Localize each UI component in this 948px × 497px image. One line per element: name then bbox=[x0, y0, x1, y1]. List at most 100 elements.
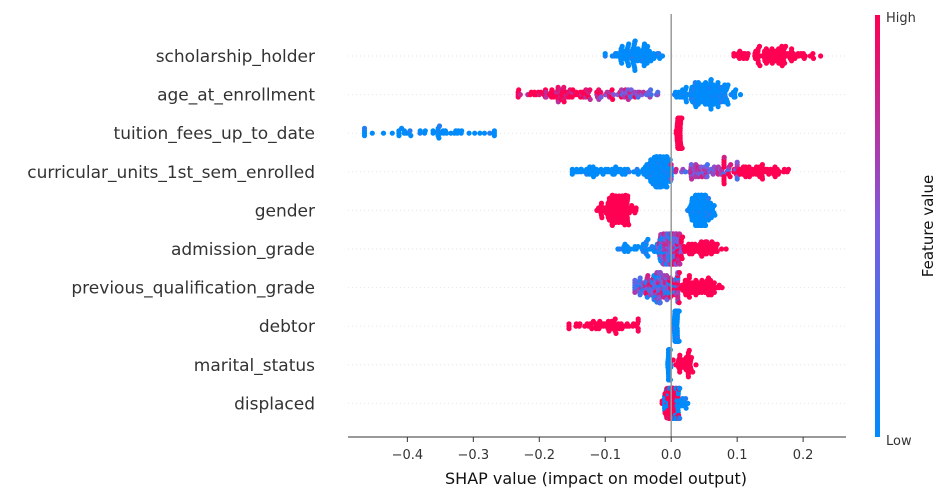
shap-dot bbox=[436, 123, 443, 129]
shap-dot bbox=[686, 273, 693, 279]
shap-dot bbox=[444, 130, 450, 136]
shap-dot bbox=[645, 253, 651, 259]
shap-dot bbox=[685, 400, 691, 406]
colorbar-low-label: Low bbox=[886, 434, 912, 449]
feature-label: curricular_units_1st_sem_enrolled bbox=[27, 163, 315, 183]
shap-dot bbox=[517, 92, 523, 98]
shap-dot bbox=[711, 203, 717, 209]
shap-dot bbox=[677, 352, 683, 358]
shap-dot bbox=[637, 275, 643, 281]
shap-dot bbox=[589, 326, 595, 332]
shap-dot bbox=[712, 212, 718, 218]
shap-dots-layer bbox=[361, 38, 824, 421]
shap-dot bbox=[487, 130, 493, 136]
shap-dot bbox=[756, 43, 763, 50]
feature-label: marital_status bbox=[194, 356, 315, 376]
shap-dot bbox=[646, 48, 653, 54]
shap-dot bbox=[626, 169, 632, 175]
shap-dot bbox=[417, 128, 423, 134]
x-tick-label: −0.2 bbox=[523, 448, 555, 463]
x-axis-ticks: −0.4 −0.3 −0.2 −0.1 0.0 0.1 0.2 bbox=[392, 437, 813, 463]
shap-dot bbox=[777, 169, 783, 175]
shap-dot bbox=[599, 215, 605, 221]
shap-dot bbox=[629, 205, 635, 211]
feature-label: previous_qualification_grade bbox=[71, 279, 315, 299]
shap-dot bbox=[422, 128, 428, 134]
shap-dot bbox=[782, 60, 788, 66]
feature-label: age_at_enrollment bbox=[157, 86, 315, 106]
shap-dot bbox=[725, 101, 731, 107]
colorbar-gradient bbox=[875, 15, 880, 437]
shap-dot bbox=[361, 125, 368, 131]
shap-dot bbox=[625, 63, 632, 69]
shap-dot bbox=[683, 99, 690, 105]
shap-dot bbox=[627, 246, 634, 252]
shap-dot bbox=[689, 176, 695, 182]
shap-dot bbox=[734, 176, 740, 182]
shap-dot bbox=[769, 46, 775, 52]
shap-dot bbox=[679, 256, 685, 262]
x-tick-label: −0.3 bbox=[458, 448, 490, 463]
shap-dot bbox=[610, 96, 616, 102]
shap-dot bbox=[481, 130, 488, 136]
shap-dot bbox=[587, 96, 593, 102]
shap-dot bbox=[430, 128, 436, 134]
shap-dot bbox=[676, 338, 682, 344]
colorbar-title: Feature value bbox=[919, 175, 937, 277]
shap-dot bbox=[785, 166, 792, 172]
shap-dot bbox=[657, 300, 663, 306]
shap-dot bbox=[719, 285, 725, 291]
shap-dot bbox=[708, 77, 714, 83]
shap-dot bbox=[587, 87, 593, 93]
x-tick-label: −0.4 bbox=[392, 448, 424, 463]
shap-dot bbox=[732, 94, 738, 100]
shap-dot bbox=[818, 53, 824, 59]
shap-dot bbox=[396, 133, 402, 139]
shap-dot bbox=[566, 326, 572, 332]
shap-dot bbox=[664, 273, 670, 279]
shap-dot bbox=[711, 280, 717, 286]
shap-dot bbox=[676, 270, 683, 276]
shap-dot bbox=[711, 101, 717, 107]
shap-dot bbox=[619, 43, 625, 50]
shap-dot bbox=[802, 53, 808, 59]
feature-label: displaced bbox=[234, 394, 315, 414]
shap-dot bbox=[702, 222, 709, 228]
shap-dot bbox=[737, 92, 744, 98]
shap-dot bbox=[673, 166, 679, 172]
shap-dot bbox=[635, 328, 641, 334]
shap-dot bbox=[677, 261, 683, 267]
shap-dot bbox=[677, 385, 683, 391]
shap-dot bbox=[466, 130, 472, 136]
shap-dot bbox=[708, 106, 714, 112]
shap-dot bbox=[731, 51, 737, 57]
shap-dot bbox=[686, 294, 693, 300]
shap-dot bbox=[659, 53, 666, 59]
shap-dot bbox=[491, 133, 497, 139]
shap-dot bbox=[613, 330, 619, 336]
shap-dot bbox=[686, 347, 692, 353]
shap-dot bbox=[566, 321, 572, 327]
shap-dot bbox=[625, 193, 631, 199]
shap-dot bbox=[408, 133, 414, 139]
shap-dot bbox=[459, 128, 465, 134]
shap-dot bbox=[683, 405, 689, 411]
shap-dot bbox=[516, 87, 522, 93]
shap-dot bbox=[632, 277, 638, 283]
shap-dot bbox=[679, 115, 685, 121]
x-tick-label: 0.1 bbox=[727, 448, 748, 463]
shap-dot bbox=[645, 273, 651, 279]
shap-dot bbox=[723, 246, 729, 252]
shap-dot bbox=[721, 154, 727, 160]
shap-dot bbox=[645, 43, 651, 50]
feature-label: gender bbox=[255, 201, 315, 221]
shap-dot bbox=[645, 236, 651, 242]
shap-dot bbox=[436, 135, 442, 141]
shap-dot bbox=[602, 51, 608, 57]
shap-dot bbox=[714, 248, 720, 254]
shap-dot bbox=[472, 130, 478, 136]
shap-dot bbox=[619, 60, 625, 66]
shap-dot bbox=[707, 277, 714, 283]
shap-dot bbox=[705, 195, 712, 201]
shap-dot bbox=[380, 130, 387, 136]
